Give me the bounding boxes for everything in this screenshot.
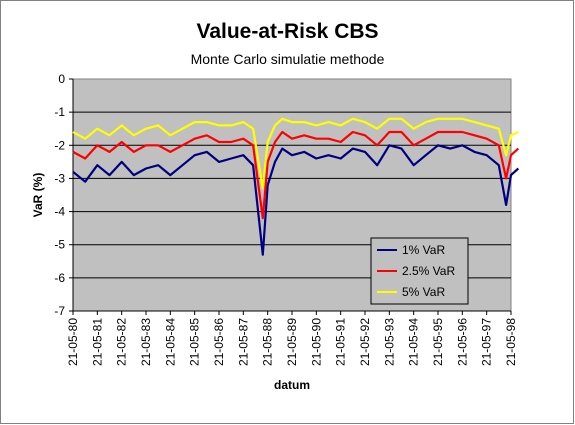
x-tick-label: 21-05-82 <box>115 318 129 366</box>
x-tick-label: 21-05-86 <box>212 318 226 366</box>
y-tick-label: 0 <box>58 72 65 86</box>
series-line-3 <box>72 117 519 190</box>
x-tick-label: 21-05-84 <box>163 318 177 366</box>
x-tick-label: 21-05-97 <box>480 318 494 366</box>
y-tick-label: -1 <box>54 105 65 119</box>
x-tick-label: 21-05-88 <box>261 318 275 366</box>
x-tick-label: 21-05-92 <box>358 318 372 366</box>
y-tick-label: -2 <box>54 138 65 152</box>
x-tick-label: 21-05-89 <box>285 318 299 366</box>
y-tick-label: -5 <box>54 238 65 252</box>
series-line-1 <box>72 144 520 256</box>
y-tick-label: -4 <box>54 205 65 219</box>
chart-subtitle: Monte Carlo simulatie methode <box>190 51 385 67</box>
legend-label: 5% VaR <box>402 285 445 299</box>
x-tick-label: 21-05-90 <box>309 318 323 366</box>
x-tick-label: 21-05-83 <box>139 318 153 366</box>
legend-label: 2.5% VaR <box>402 264 455 278</box>
chart-title: Value-at-Risk CBS <box>196 20 379 43</box>
legend-label: 1% VaR <box>402 243 445 257</box>
x-tick-label: 21-05-93 <box>382 318 396 366</box>
x-tick-label: 21-05-87 <box>236 318 250 366</box>
y-tick-label: -7 <box>54 304 65 318</box>
x-tick-label: 21-05-81 <box>90 318 104 366</box>
series-line-2 <box>72 130 520 220</box>
y-axis-label: VaR (%) <box>31 173 45 218</box>
x-axis-label: datum <box>274 378 310 392</box>
x-tick-label: 21-05-94 <box>407 318 421 366</box>
x-tick-label: 21-05-96 <box>455 318 469 366</box>
x-tick-label: 21-05-85 <box>188 318 202 366</box>
x-tick-label: 21-05-91 <box>334 318 348 366</box>
x-tick-label: 21-05-98 <box>504 318 518 366</box>
x-tick-label: 21-05-95 <box>431 318 445 366</box>
x-tick-label: 21-05-80 <box>66 318 80 366</box>
y-tick-label: -3 <box>54 171 65 185</box>
y-tick-label: -6 <box>54 271 65 285</box>
